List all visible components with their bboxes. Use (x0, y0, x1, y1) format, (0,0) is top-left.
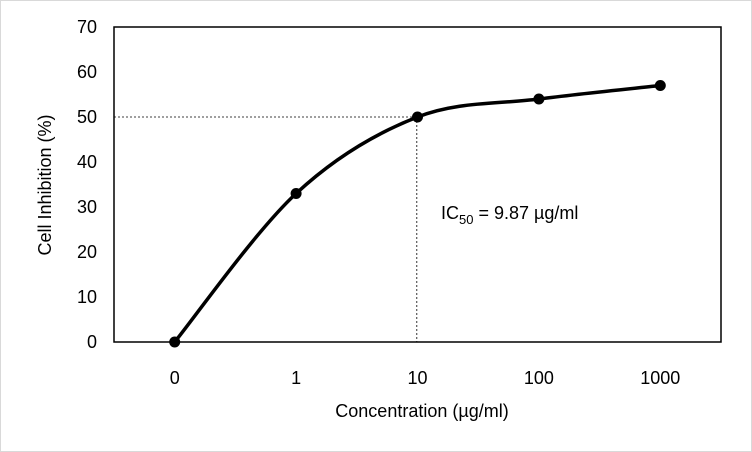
series-layer (169, 80, 666, 348)
y-axis-title: Cell Inhibition (%) (35, 114, 55, 255)
y-tick-label: 10 (77, 287, 97, 307)
y-tick-label: 0 (87, 332, 97, 352)
data-point-marker (290, 188, 302, 199)
y-axis-ticks: 0 10 20 30 40 50 60 70 (77, 17, 97, 352)
plot-border (113, 26, 722, 343)
plot-area (113, 26, 722, 343)
x-tick-label: 10 (407, 368, 427, 388)
x-axis-title: Concentration (µg/ml) (335, 401, 508, 421)
y-tick-label: 50 (77, 107, 97, 127)
y-tick-label: 40 (77, 152, 97, 172)
series-line (173, 83, 661, 344)
reference-lines (114, 116, 418, 342)
data-point-marker (533, 93, 545, 105)
y-tick-label: 20 (77, 242, 97, 262)
ic50-annotation: IC50 = 9.87 µg/ml (441, 203, 578, 227)
x-tick-label: 0 (170, 368, 180, 388)
x-axis-ticks: 0 1 10 100 1000 (170, 368, 681, 388)
y-tick-label: 70 (77, 17, 97, 37)
annotation-prefix: IC (441, 203, 459, 223)
x-tick-label: 1 (291, 368, 301, 388)
data-point-marker (654, 80, 666, 91)
x-tick-label: 100 (524, 368, 554, 388)
y-tick-label: 60 (77, 62, 97, 82)
annotation-subscript: 50 (459, 212, 473, 227)
y-tick-label: 30 (77, 197, 97, 217)
x-tick-label: 1000 (640, 368, 680, 388)
data-point-marker (412, 111, 423, 123)
data-point-marker (169, 336, 181, 348)
annotation-suffix: = 9.87 µg/ml (473, 203, 578, 223)
